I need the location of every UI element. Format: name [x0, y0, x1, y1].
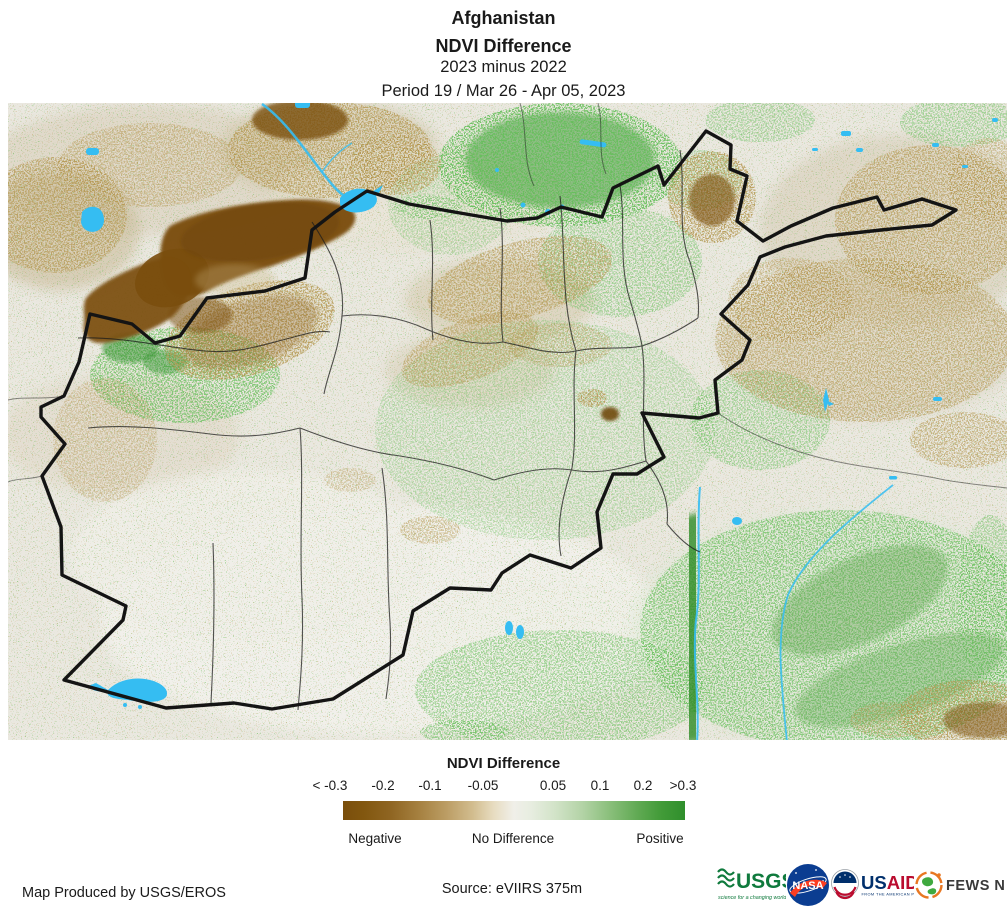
river-southeast: [693, 486, 701, 743]
legend-tick: 0.05: [539, 778, 567, 793]
legend-tick: -0.1: [418, 778, 442, 793]
legend-label-positive: Positive: [636, 831, 684, 846]
usaid-wordmark: USAID: [861, 872, 914, 893]
map-subtitle-product: NDVI Difference: [435, 36, 572, 56]
kabul-brown-spot: [601, 407, 619, 421]
river-east: [779, 484, 894, 743]
legend-label-no-difference: No Difference: [471, 831, 555, 846]
produced-by-text: Map Produced by USGS/EROS: [22, 885, 226, 901]
fewsnet-wordmark: FEWS NET: [946, 878, 1006, 894]
browning-areas: [0, 100, 1007, 750]
nasa-wordmark: NASA: [792, 880, 823, 892]
legend-tick: >0.3: [669, 778, 697, 793]
ndvi-difference-map: [0, 97, 1007, 750]
usgs-wave-icon: [717, 867, 735, 888]
usaid-logo: USAID FROM THE AMERICAN PEOPLE: [830, 864, 914, 906]
neighbor-admin-lines: [7, 102, 1007, 489]
nasa-swoosh: [790, 879, 827, 897]
legend-title: NDVI Difference: [446, 755, 561, 772]
agency-logo-strip: USGS science for a changing world NASA U…: [716, 861, 1006, 908]
usgs-tagline: science for a changing world: [718, 895, 786, 901]
source-text: Source: eVIIRS 375m: [441, 881, 583, 897]
northwest-drought-blob: [83, 199, 356, 344]
fewsnet-globe-icon: [915, 870, 943, 899]
map-title: Afghanistan: [451, 8, 556, 28]
usaid-tagline: FROM THE AMERICAN PEOPLE: [862, 891, 915, 896]
map-raster: [0, 97, 1007, 750]
legend-tick: < -0.3: [312, 778, 348, 793]
legend-tick: -0.2: [371, 778, 395, 793]
map-subtitle-years: 2023 minus 2022: [440, 58, 567, 76]
usgs-logo: USGS science for a changing world: [716, 864, 786, 906]
dense-green-strip: [679, 512, 707, 743]
legend-tick: 0.1: [590, 778, 610, 793]
usgs-wordmark: USGS: [736, 870, 786, 893]
legend-category-labels: Negative No Difference Positive: [343, 831, 685, 847]
fewsnet-logo: FEWS NET: [914, 867, 1006, 903]
usaid-seal-icon: [831, 868, 859, 899]
legend-color-ramp: [343, 801, 685, 820]
legend-tick: -0.05: [467, 778, 499, 793]
water-bodies: [81, 100, 998, 743]
map-period: Period 19 / Mar 26 - Apr 05, 2023: [381, 82, 626, 100]
legend-label-negative: Negative: [348, 831, 402, 846]
nasa-logo: NASA: [786, 863, 830, 907]
afghanistan-border: [39, 129, 958, 711]
legend-tick-labels: < -0.3 -0.2 -0.1 -0.05 0.05 0.1 0.2 >0.3: [313, 778, 697, 795]
legend-tick: 0.2: [633, 778, 653, 793]
